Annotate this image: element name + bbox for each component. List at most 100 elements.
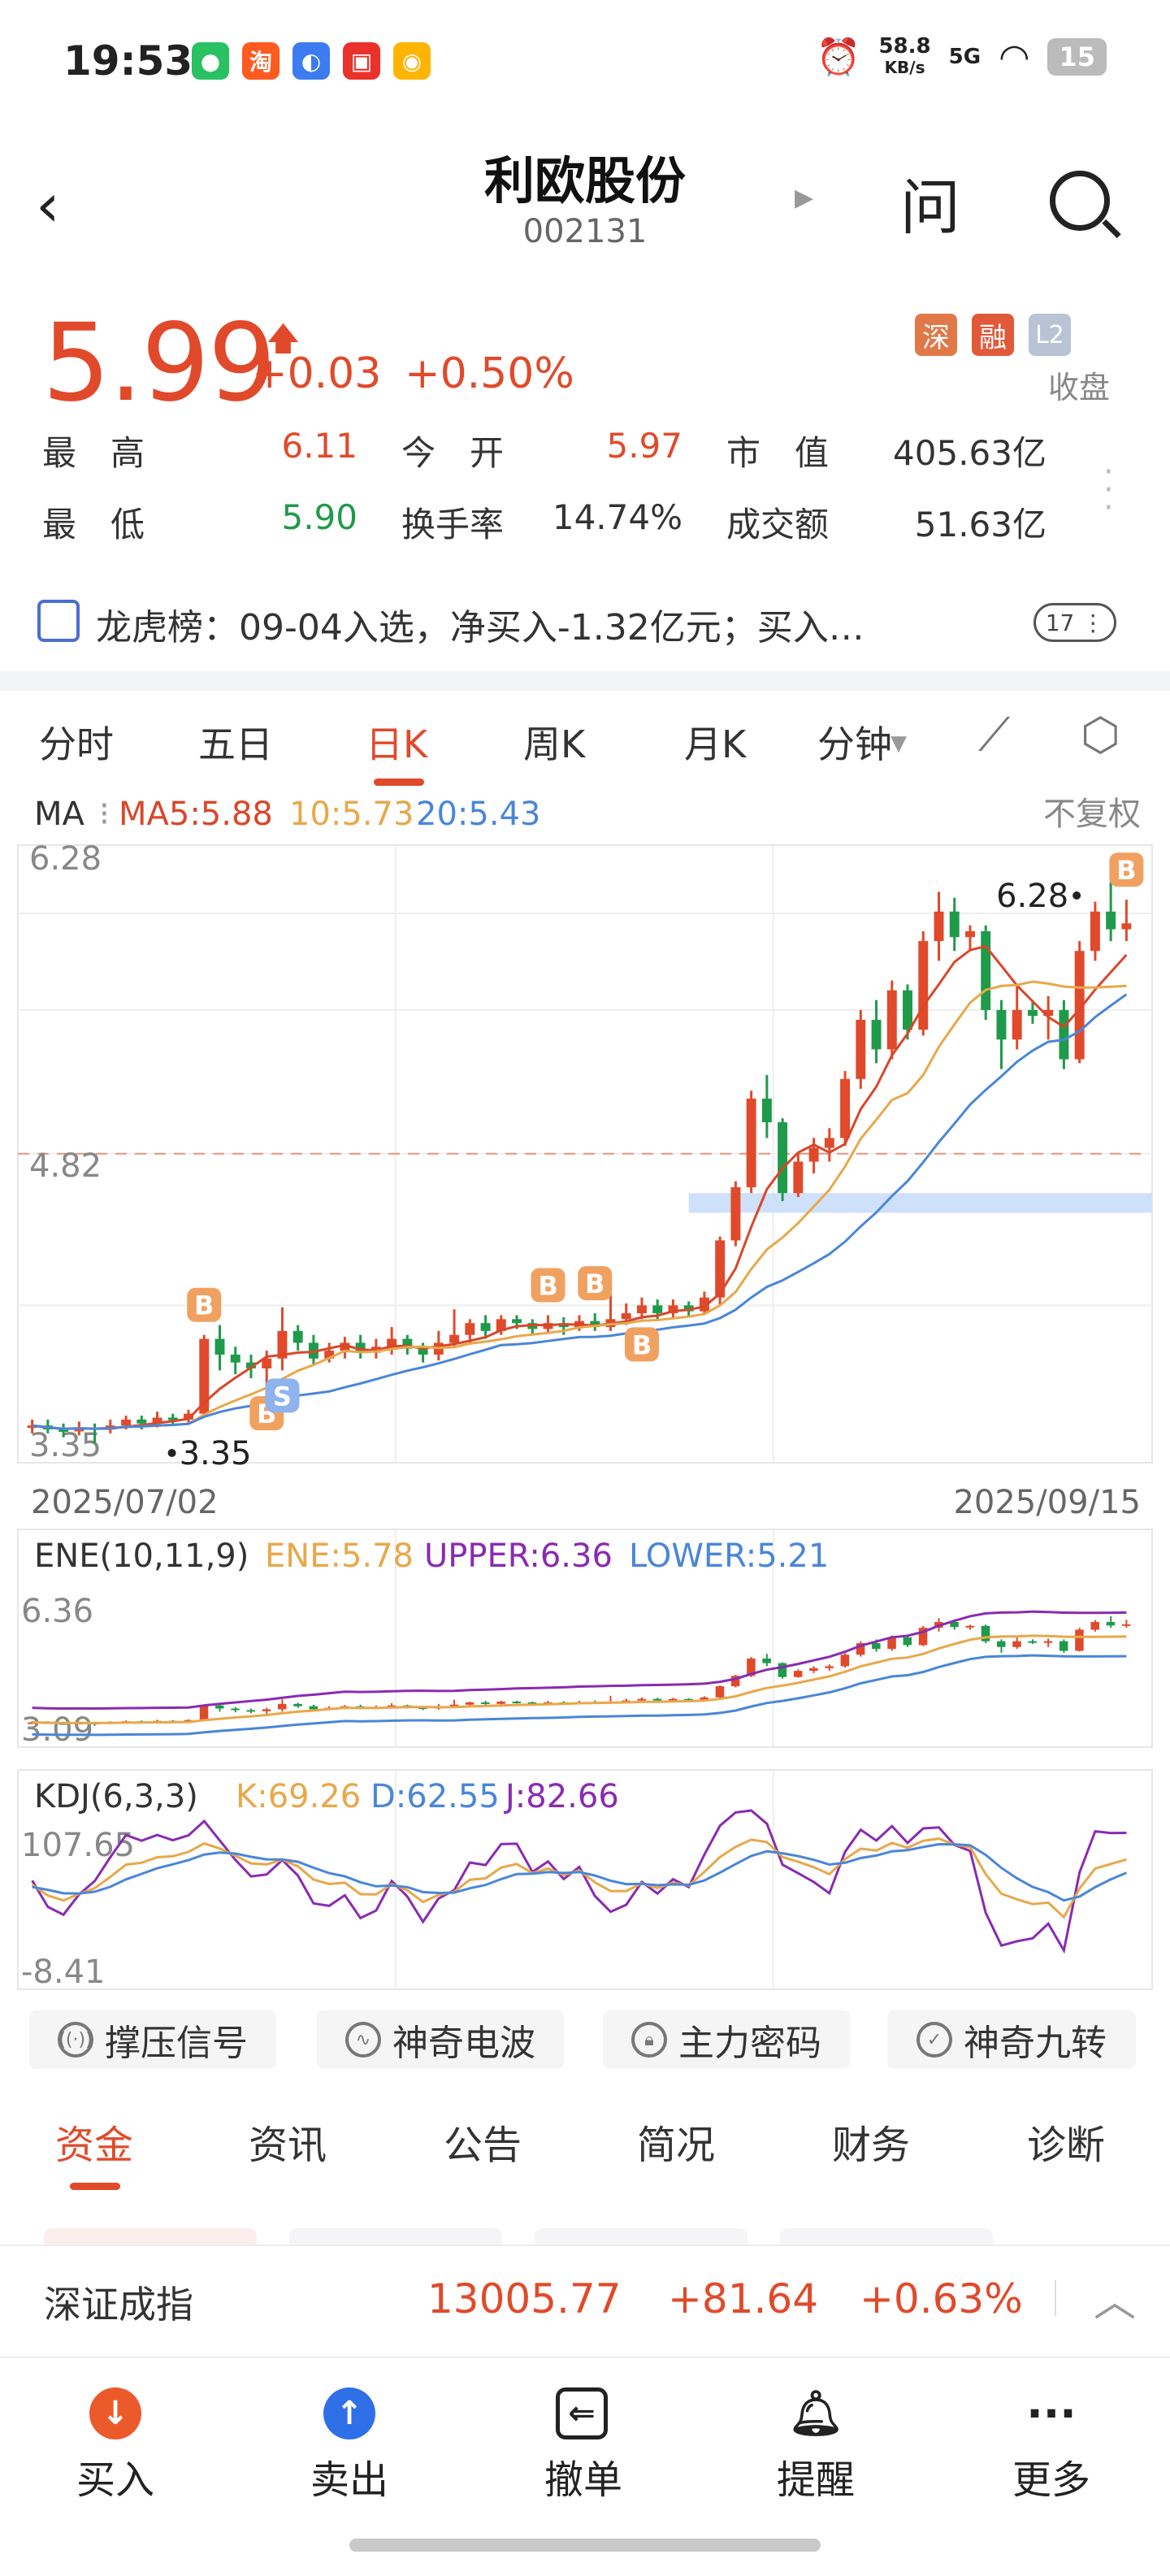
chart-tab-4[interactable]: 月K — [684, 722, 747, 766]
back-button[interactable]: ‹ — [36, 171, 60, 241]
candles — [27, 882, 1132, 1443]
chart-tab-1[interactable]: 五日 — [198, 722, 273, 766]
feature-button-2[interactable]: 🔒︎ 主力密码 — [603, 2010, 850, 2069]
chevron-up-icon[interactable]: ︿ — [1094, 2278, 1137, 2327]
more-dots-icon[interactable]: · · · — [1103, 453, 1114, 527]
date-end: 2025/09/15 — [953, 1484, 1141, 1521]
candle-body — [199, 1338, 210, 1414]
info-tab-3[interactable]: 简况 — [637, 2123, 716, 2168]
dragon-tiger-text[interactable]: 龙虎榜：09-04入选，净买入-1.32亿元；买入… — [96, 607, 864, 648]
ene-candle-body — [481, 1702, 490, 1704]
fund-card-tab[interactable] — [44, 2228, 257, 2244]
info-tab-5[interactable]: 诊断 — [1027, 2123, 1106, 2168]
kdj-axis-bottom: -8.41 — [21, 1954, 106, 1991]
candle-body — [746, 1098, 756, 1187]
weibo-icon: ◉ — [393, 42, 431, 80]
candle-body — [636, 1305, 647, 1314]
news-app-icon: ▣ — [343, 42, 380, 80]
candle-body — [621, 1313, 631, 1320]
ask-button[interactable]: 问 — [900, 173, 960, 243]
candle-body — [480, 1323, 491, 1331]
search-icon[interactable] — [1050, 171, 1110, 231]
feature-button-1[interactable]: ∿ 神奇电波 — [317, 2010, 564, 2069]
stat-label: 换手率 — [401, 505, 505, 544]
feature-button-3[interactable]: ✓ 神奇九转 — [887, 2010, 1136, 2069]
ene-candle-body — [246, 1710, 256, 1712]
draw-line-icon[interactable]: ⟋ — [978, 709, 1011, 761]
high-low-markers: 6.28 3.35 — [167, 878, 1081, 1472]
battery-icon: 15 — [1047, 38, 1107, 76]
settings-hexagon-icon[interactable]: ⬡ — [1081, 709, 1120, 761]
ene-candle-body — [715, 1686, 725, 1698]
market-status: 收盘 — [1048, 370, 1111, 405]
active-tab-indicator — [374, 778, 424, 786]
ma10-line — [32, 980, 1127, 1430]
ene-candle-body — [449, 1704, 459, 1706]
lock-icon: 🔒︎ — [631, 2022, 667, 2058]
feature-button-label: 神奇九转 — [964, 2023, 1107, 2064]
l2-badge[interactable]: L2 — [1029, 314, 1071, 356]
axis-top: 6.28 — [29, 840, 102, 878]
chart-tab-5[interactable]: 分钟 — [817, 722, 892, 766]
chart-tab-3[interactable]: 周K — [523, 722, 586, 766]
kdj-j-line — [31, 1809, 1127, 1954]
buy-arrow-icon[interactable]: ↓ — [89, 2387, 141, 2439]
candle-body — [167, 1417, 178, 1420]
candle-body — [262, 1358, 272, 1368]
cancel-order-icon[interactable]: ⇐ — [556, 2387, 608, 2439]
signal-marker — [578, 1266, 613, 1301]
kdj-axis-top: 107.65 — [21, 1827, 135, 1864]
index-bar[interactable] — [0, 2244, 1170, 2358]
chart-tab-2[interactable]: 日K — [366, 722, 428, 766]
home-indicator[interactable] — [349, 2539, 821, 2552]
ene-candle-body — [793, 1671, 803, 1677]
fund-card-tab[interactable] — [780, 2228, 993, 2244]
bell-icon[interactable]: 🔔︎ — [787, 2387, 844, 2439]
info-tab-2[interactable]: 公告 — [444, 2123, 522, 2168]
chart-tab-0[interactable]: 分时 — [39, 722, 114, 766]
ene-candle-body — [965, 1625, 975, 1628]
stat-value: 5.90 — [281, 497, 358, 537]
feature-button-label: 神奇电波 — [392, 2023, 535, 2064]
info-tab-1[interactable]: 资讯 — [249, 2123, 327, 2168]
candle-body — [121, 1419, 132, 1426]
alert-button[interactable]: 提醒 — [776, 2457, 855, 2503]
info-tab-indicator — [70, 2183, 120, 2190]
candle-body — [778, 1122, 788, 1194]
candle-body — [136, 1419, 147, 1424]
ene-candle-body — [652, 1698, 662, 1701]
info-tab-0[interactable]: 资金 — [55, 2123, 134, 2168]
fund-card-tab[interactable] — [535, 2228, 748, 2244]
browser-icon: ◐ — [292, 42, 330, 80]
signal-label: B — [1116, 855, 1136, 886]
next-stock-icon[interactable]: ▶ — [795, 184, 814, 212]
more-icon[interactable]: ··· — [1026, 2387, 1077, 2439]
candle-body — [730, 1186, 741, 1241]
sell-button[interactable]: 卖出 — [310, 2457, 388, 2503]
chevron-down-icon[interactable]: ▼ — [890, 731, 907, 756]
stat-value: 14.74% — [552, 497, 682, 537]
candle-body — [840, 1078, 851, 1138]
fund-card-tab[interactable] — [289, 2228, 502, 2244]
stat-value: 405.63亿 — [893, 433, 1046, 473]
sell-arrow-icon[interactable]: ↑ — [323, 2387, 375, 2439]
buy-button[interactable]: 买入 — [76, 2457, 154, 2503]
info-tab-4[interactable]: 财务 — [832, 2123, 911, 2168]
ene-candle-body — [496, 1701, 505, 1704]
more-button[interactable]: 更多 — [1012, 2457, 1090, 2503]
ma-label: MA — [34, 796, 85, 833]
candle-body — [324, 1351, 335, 1359]
index-separator — [1055, 2280, 1056, 2316]
cancel-order-button[interactable]: 撤单 — [544, 2457, 622, 2503]
panel-frame — [17, 1529, 1153, 1748]
ene-candle-body — [1121, 1624, 1131, 1626]
ene-candle-body — [262, 1709, 271, 1711]
candle-body — [918, 941, 929, 1030]
dragon-tiger-count[interactable]: 17 ⋮ — [1034, 603, 1116, 642]
stock-name: 利欧股份 — [483, 151, 686, 210]
stat-label: 成交额 — [726, 505, 830, 544]
low-dot — [167, 1449, 176, 1457]
feature-button-0[interactable]: ((·)) 撑压信号 — [29, 2010, 276, 2069]
kline-chart[interactable]: MA ⁝ MA5:5.88 10:5.73 20:5.43 不复权 6.28 4… — [0, 788, 1170, 1999]
